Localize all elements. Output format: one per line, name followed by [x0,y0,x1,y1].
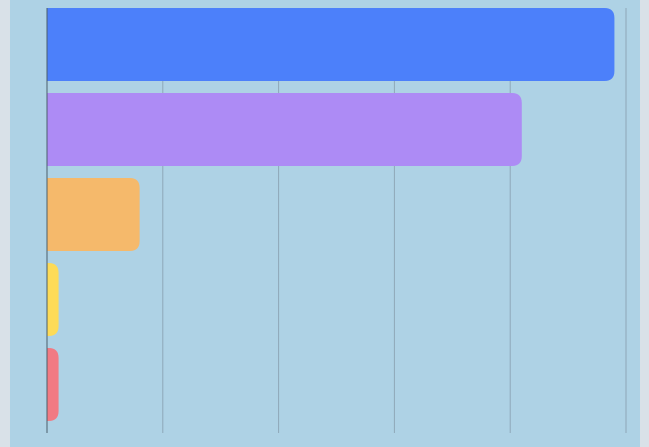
bars [47,8,615,421]
bar-4 [47,263,59,336]
bar-3 [47,178,140,251]
bar-5 [47,348,59,421]
bar-2 [47,93,522,166]
bar-1 [47,8,615,81]
